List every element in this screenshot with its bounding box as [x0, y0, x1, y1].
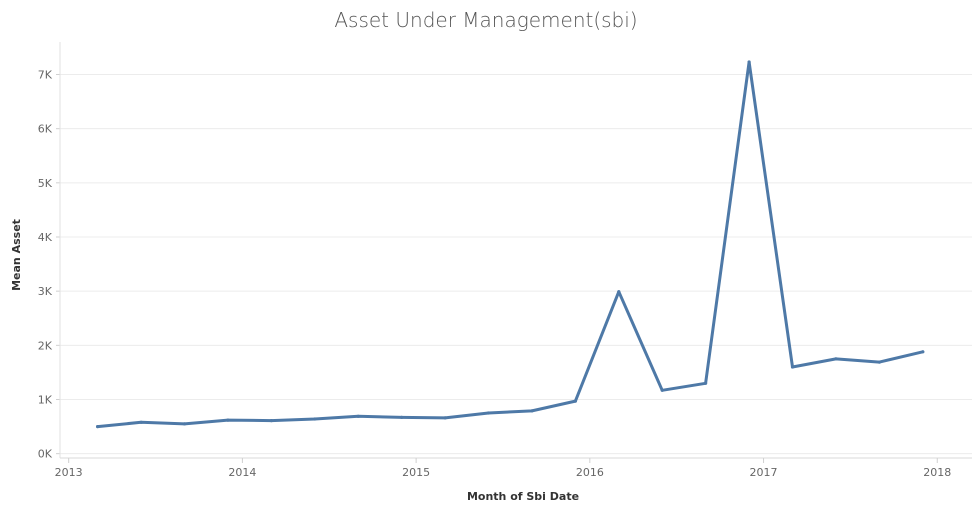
x-tick-label: 2018 [923, 466, 951, 479]
data-point[interactable] [139, 420, 143, 424]
x-tick-label: 2016 [576, 466, 604, 479]
y-tick-label: 6K [38, 123, 53, 136]
data-point[interactable] [573, 399, 578, 403]
x-tick-label: 2017 [750, 466, 778, 479]
x-tick-label: 2013 [55, 466, 83, 479]
data-point[interactable] [486, 411, 491, 415]
x-tick-label: 2014 [228, 466, 256, 479]
y-tick-label: 7K [38, 69, 53, 82]
axes: 0K 1K 2K 3K 4K 5K 6K 7K 2013 2014 2015 2016 2017 2018 [38, 42, 972, 479]
data-point[interactable] [660, 388, 664, 392]
data-point[interactable] [530, 409, 534, 413]
data-point[interactable] [617, 290, 621, 294]
y-tick-label: 2K [38, 339, 53, 352]
series-layer [96, 60, 925, 429]
y-tick-label: 5K [38, 177, 53, 190]
data-point[interactable] [313, 417, 317, 421]
data-point[interactable] [400, 415, 404, 419]
y-tick-label: 3K [38, 285, 53, 298]
data-point[interactable] [877, 360, 882, 364]
data-point[interactable] [226, 418, 230, 422]
y-tick-label: 4K [38, 231, 53, 244]
chart-title: Asset Under Management(sbi) [334, 8, 638, 32]
data-point[interactable] [269, 419, 273, 423]
data-point[interactable] [443, 416, 447, 420]
data-point[interactable] [834, 357, 838, 361]
data-point[interactable] [704, 381, 708, 385]
data-point[interactable] [921, 350, 925, 354]
data-point[interactable] [747, 60, 751, 64]
y-axis-label: Mean Asset [10, 219, 23, 291]
data-point[interactable] [356, 414, 360, 418]
data-point[interactable] [182, 422, 187, 426]
y-tick-label: 1K [38, 394, 53, 407]
data-point[interactable] [790, 365, 795, 369]
data-point[interactable] [96, 425, 100, 429]
x-tick-label: 2015 [402, 466, 430, 479]
series-line[interactable] [96, 60, 925, 429]
x-axis-label: Month of Sbi Date [467, 490, 579, 503]
gridlines [60, 74, 972, 455]
y-tick-label: 0K [38, 448, 53, 461]
